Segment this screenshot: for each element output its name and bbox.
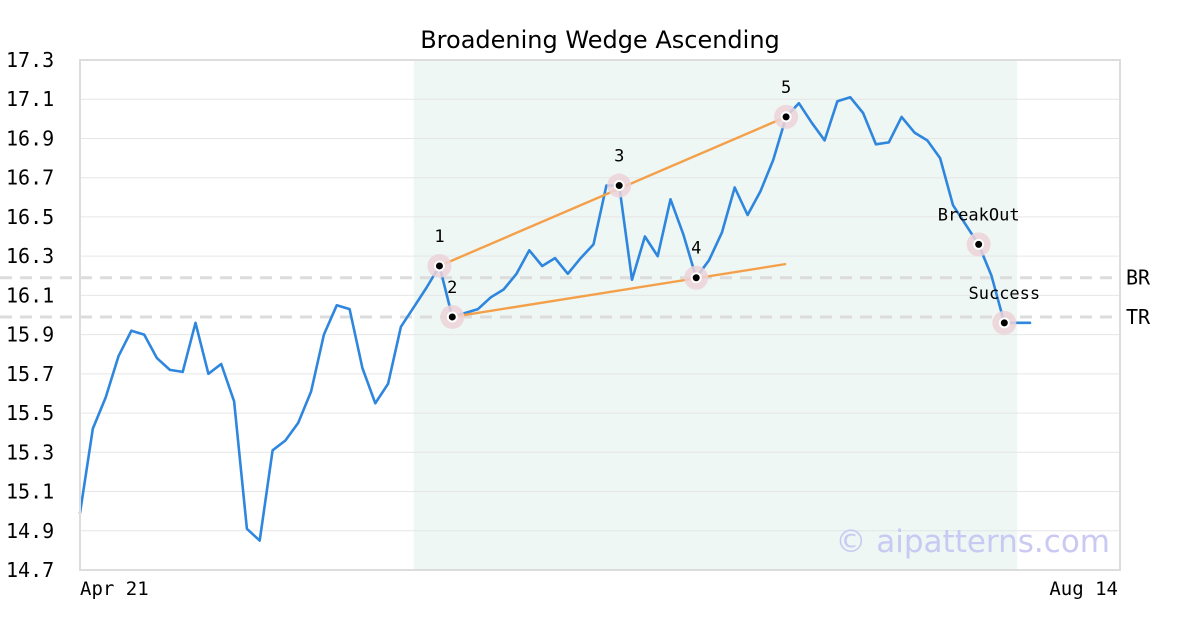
- y-tick-label: 16.3: [6, 244, 54, 268]
- reference-lines-layer: BR TR: [0, 266, 1151, 329]
- y-tick-label: 15.5: [6, 401, 54, 425]
- pattern-point-dot: [692, 274, 700, 282]
- y-tick-label: 16.5: [6, 205, 54, 229]
- y-tick-label: 15.1: [6, 480, 54, 504]
- watermark: © aipatterns.com: [835, 524, 1110, 560]
- pattern-point-dot: [615, 182, 623, 190]
- x-tick-label: Aug 14: [1049, 578, 1118, 600]
- reference-line-label: BR: [1126, 266, 1151, 290]
- y-tick-label: 15.7: [6, 362, 54, 386]
- y-tick-label: 16.7: [6, 166, 54, 190]
- y-tick-label: 14.9: [6, 519, 54, 543]
- y-tick-label: 15.3: [6, 440, 54, 464]
- plot-frame: [79, 59, 1121, 571]
- pattern-shade-layer: [413, 60, 1018, 570]
- points-layer: 1 2 3 4 5 BreakOut Success: [427, 78, 1040, 335]
- y-tick-label: 17.1: [6, 87, 54, 111]
- pattern-point-label: 3: [614, 147, 624, 167]
- axes-layer: 14.7 14.9 15.1 15.3 15.5 15.7 15.9 16.1 16.3 16.5…: [6, 48, 1118, 600]
- y-tick-label: 16.9: [6, 126, 54, 150]
- pattern-point-label: 2: [447, 278, 457, 298]
- y-tick-label: 17.3: [6, 48, 54, 72]
- price-series-line: [78, 96, 1032, 542]
- pattern-point-label: BreakOut: [938, 205, 1020, 225]
- pattern-point-label: Success: [968, 284, 1040, 304]
- pattern-point-dot: [448, 313, 456, 321]
- y-tick-label: 14.7: [6, 558, 54, 582]
- pattern-point-dot: [1000, 319, 1008, 327]
- pattern-point-dot: [975, 240, 983, 248]
- pattern-point-dot: [782, 113, 790, 121]
- y-tick-label: 15.9: [6, 323, 54, 347]
- x-tick-label: Apr 21: [80, 578, 149, 600]
- reference-line-label: TR: [1126, 305, 1151, 329]
- series-layer: [78, 96, 1032, 542]
- y-tick-label: 16.1: [6, 283, 54, 307]
- pattern-region-shade: [413, 60, 1018, 570]
- chart-title: Broadening Wedge Ascending: [420, 26, 780, 54]
- pattern-point-label: 4: [691, 239, 701, 259]
- pattern-point-label: 5: [781, 78, 791, 98]
- pattern-trend-line: [452, 262, 787, 319]
- pattern-point-label: 1: [434, 227, 444, 247]
- pattern-point-dot: [435, 262, 443, 270]
